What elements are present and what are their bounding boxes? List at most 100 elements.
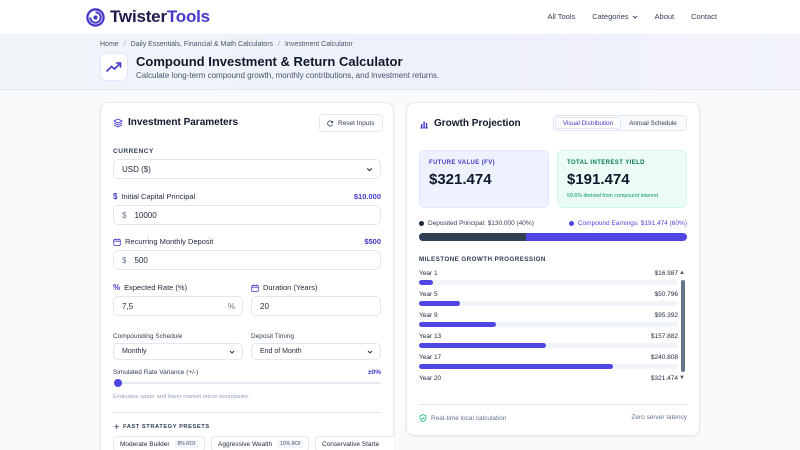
tab-visual-distribution[interactable]: Visual Distribution	[555, 117, 621, 129]
variance-slider-track[interactable]	[117, 382, 381, 384]
variance-slider-thumb[interactable]	[114, 379, 122, 387]
nav-all-tools[interactable]: All Tools	[547, 12, 576, 21]
currency-label: CURRENCY	[113, 148, 154, 155]
scroll-up-icon[interactable]: ▲	[679, 270, 685, 276]
currency-select[interactable]: USD ($)	[113, 159, 381, 179]
milestone-row: Year 9 $95.392	[419, 312, 678, 330]
chevron-down-icon	[632, 15, 637, 19]
deposit-label: Recurring Monthly Deposit	[113, 237, 213, 246]
total-interest-label: TOTAL INTEREST YIELD	[567, 160, 645, 166]
milestone-amount: $321.474	[650, 375, 678, 382]
milestone-bar	[419, 301, 460, 306]
reset-inputs-button[interactable]: Reset Inputs	[319, 114, 383, 132]
scroll-down-icon[interactable]: ▼	[679, 375, 685, 381]
timing-select[interactable]: End of Month	[251, 343, 381, 360]
breadcrumb-current: Investment Calculator	[284, 41, 353, 48]
milestone-year: Year 5	[419, 291, 438, 298]
page-title: Compound Investment & Return Calculator	[136, 54, 403, 69]
preset-aggressive-wealth[interactable]: Aggressive Wealth 10% ROI	[211, 436, 309, 450]
principal-earnings-bar	[419, 233, 687, 241]
bar-chart-icon	[420, 121, 428, 128]
presets-label: FAST STRATEGY PRESETS	[113, 423, 210, 430]
dollar-icon: $	[113, 192, 118, 201]
chevron-down-icon	[366, 167, 373, 172]
milestone-year: Year 9	[419, 312, 438, 319]
milestone-amount: $157.882	[650, 333, 678, 340]
milestone-year: Year 13	[419, 333, 442, 340]
breadcrumb-home[interactable]: Home	[100, 41, 119, 48]
milestone-year: Year 1	[419, 270, 438, 277]
nav-contact[interactable]: Contact	[691, 12, 717, 21]
rate-label: % Expected Rate (%)	[113, 283, 188, 292]
trending-up-icon	[100, 53, 128, 81]
chevron-down-icon	[367, 350, 373, 354]
tab-annual-schedule[interactable]: Annual Schedule	[629, 119, 677, 127]
milestone-row: Year 20 $321.474	[419, 375, 678, 385]
variance-label: Simulated Rate Variance (+/-)	[113, 369, 199, 376]
milestone-bar	[419, 343, 547, 348]
deposited-segment	[419, 233, 527, 241]
principal-input[interactable]: $ 10000	[113, 205, 381, 225]
timing-label: Deposit Timing	[251, 333, 294, 340]
duration-input[interactable]: 20	[251, 296, 381, 316]
milestone-track	[419, 322, 678, 327]
milestone-track	[419, 343, 678, 348]
legend-dot	[568, 221, 574, 226]
deposit-input[interactable]: $ 500	[113, 250, 381, 270]
params-title: Investment Parameters	[113, 117, 238, 128]
milestone-track	[419, 280, 678, 285]
preset-conservative-starter[interactable]: Conservative Starte	[315, 436, 394, 450]
duration-label: Duration (Years)	[251, 283, 317, 292]
preset-moderate-builder[interactable]: Moderate Builder 8% ROI	[113, 436, 205, 450]
legend-dot	[419, 221, 424, 226]
total-interest-card: TOTAL INTEREST YIELD $191.474 59.6% deri…	[557, 150, 687, 208]
milestones-title: MILESTONE GROWTH PROGRESSION	[419, 256, 546, 263]
percent-icon: %	[113, 283, 121, 292]
page-header: Home / Daily Essentials, Financial & Mat…	[0, 34, 800, 90]
compounding-select[interactable]: Monthly	[113, 343, 243, 360]
nav-links: All Tools Categories About Contact	[547, 12, 717, 21]
milestone-year: Year 20	[419, 375, 442, 382]
realtime-note: Real-time local calculation	[419, 414, 507, 422]
milestone-amount: $16.987	[654, 270, 679, 277]
milestone-year: Year 17	[419, 354, 442, 361]
variance-value: ±0%	[368, 369, 381, 376]
legend-earnings: Compound Earnings: $191.474 (60%)	[568, 220, 687, 227]
page-subtitle: Calculate long-term compound growth, mon…	[136, 71, 440, 80]
variance-hint: Evaluates upper and lower market return …	[113, 394, 250, 400]
breadcrumb-category[interactable]: Daily Essentials, Financial & Math Calcu…	[130, 41, 274, 48]
calendar-icon	[251, 284, 259, 292]
layers-icon	[113, 117, 123, 128]
brand-name: TwisterTools	[110, 7, 210, 26]
nav-categories[interactable]: Categories	[592, 12, 637, 21]
sparkle-icon	[113, 423, 120, 430]
milestone-scrollbar[interactable]	[681, 280, 685, 372]
latency-note: Zero server latency	[631, 414, 687, 421]
milestone-row: Year 5 $50.796	[419, 291, 678, 309]
milestone-track	[419, 301, 678, 306]
divider	[113, 412, 381, 413]
milestone-row: Year 13 $157.882	[419, 333, 678, 351]
total-interest-note: 59.6% derived from compound interest	[567, 193, 658, 199]
top-navbar: TwisterTools All Tools Categories About …	[0, 0, 800, 34]
projection-tabs: Visual Distribution Annual Schedule	[553, 115, 687, 131]
deposit-display: $500	[364, 237, 381, 246]
future-value-label: FUTURE VALUE (FV)	[429, 160, 496, 166]
rate-input[interactable]: 7,5 %	[113, 296, 243, 316]
milestone-bar	[419, 364, 613, 369]
principal-label: $ Initial Capital Principal	[113, 192, 196, 201]
milestone-row: Year 17 $240.808	[419, 354, 678, 372]
milestone-amount: $50.796	[654, 291, 679, 298]
compounding-label: Compounding Schedule	[113, 333, 183, 340]
brand-logo-link[interactable]: TwisterTools	[86, 7, 210, 27]
legend-deposited: Deposited Principal: $130.000 (40%)	[419, 220, 534, 227]
milestone-bar	[419, 322, 496, 327]
nav-about[interactable]: About	[654, 12, 675, 21]
spiral-logo-icon	[86, 7, 105, 27]
chevron-down-icon	[229, 350, 235, 354]
future-value-card: FUTURE VALUE (FV) $321.474	[419, 150, 549, 208]
projection-title: Growth Projection	[419, 118, 521, 129]
calendar-icon	[113, 238, 121, 246]
shield-check-icon	[419, 414, 427, 422]
milestone-amount: $95.392	[654, 312, 679, 319]
